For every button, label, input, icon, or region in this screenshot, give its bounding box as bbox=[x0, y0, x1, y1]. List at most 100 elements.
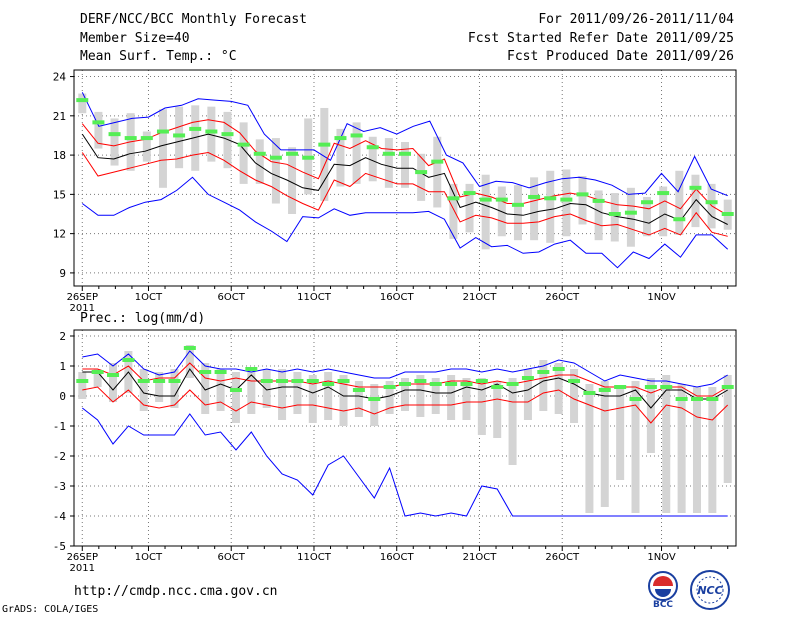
prec-box bbox=[585, 384, 594, 513]
prec-xtick-label: 1NOV bbox=[647, 552, 676, 563]
prec-line-lower bbox=[82, 386, 729, 424]
prec-median bbox=[276, 379, 289, 383]
prec-median bbox=[245, 367, 258, 371]
prec-box bbox=[523, 369, 532, 420]
temp-median bbox=[205, 129, 218, 134]
prec-box bbox=[462, 378, 471, 420]
temp-median bbox=[592, 198, 605, 203]
temp-median bbox=[399, 151, 411, 156]
temp-ytick-label: 9 bbox=[59, 267, 66, 280]
prec-frame bbox=[73, 329, 737, 547]
prec-median bbox=[537, 370, 550, 374]
prec-box bbox=[401, 378, 409, 411]
prec-median bbox=[568, 379, 581, 383]
temp-median bbox=[495, 197, 508, 202]
temp-line-min bbox=[81, 176, 729, 269]
prec-ytick-label: -1 bbox=[53, 420, 66, 433]
prec-box bbox=[600, 381, 609, 507]
prec-median bbox=[475, 379, 488, 383]
temp-median bbox=[76, 98, 89, 103]
prec-median bbox=[445, 382, 458, 386]
prec-median bbox=[153, 379, 166, 383]
prec-box bbox=[631, 381, 640, 513]
temp-median bbox=[124, 136, 137, 141]
temp-median bbox=[140, 136, 153, 141]
prec-ytick-label: -2 bbox=[53, 450, 66, 463]
prec-box bbox=[431, 378, 440, 414]
temp-median bbox=[382, 151, 395, 156]
temp-median bbox=[237, 142, 250, 147]
prec-median bbox=[91, 370, 104, 374]
prec-ytick-label: 2 bbox=[59, 330, 66, 343]
prec-median bbox=[675, 397, 688, 401]
prec-box bbox=[308, 375, 317, 423]
prec-box bbox=[385, 381, 394, 414]
temp-ytick-label: 24 bbox=[53, 71, 67, 84]
prec-median bbox=[598, 388, 611, 392]
prec-box bbox=[570, 369, 579, 423]
temp-median bbox=[269, 155, 282, 160]
temp-box bbox=[578, 176, 587, 225]
prec-median bbox=[460, 382, 473, 386]
temp-box bbox=[288, 147, 297, 214]
prec-box bbox=[170, 369, 179, 408]
temp-xtick-label: 21OCT bbox=[463, 292, 498, 303]
temp-median bbox=[673, 217, 686, 222]
temp-box bbox=[94, 111, 103, 149]
temp-median bbox=[286, 151, 299, 156]
temp-median bbox=[253, 151, 266, 156]
temp-median bbox=[479, 197, 492, 202]
temp-box bbox=[78, 93, 87, 114]
prec-xtick-label: 11OCT bbox=[297, 552, 332, 563]
prec-median bbox=[107, 373, 120, 377]
forecast-period: For 2011/09/26-2011/11/04 bbox=[538, 12, 734, 27]
fcst-produced-date: Fcst Produced Date 2011/09/26 bbox=[507, 49, 734, 64]
prec-box bbox=[723, 375, 732, 483]
temp-box bbox=[368, 136, 377, 182]
prec-box bbox=[662, 375, 671, 513]
source-url[interactable]: http://cmdp.ncc.cma.gov.cn bbox=[74, 584, 278, 599]
prec-box bbox=[370, 384, 379, 426]
prec-median bbox=[137, 379, 150, 383]
prec-median bbox=[76, 379, 89, 383]
prec-median bbox=[306, 379, 319, 383]
temp-frame bbox=[73, 69, 737, 287]
prec-box bbox=[554, 363, 563, 414]
temp-xtick-label: 11OCT bbox=[297, 292, 332, 303]
prec-median bbox=[352, 388, 365, 392]
temp-box bbox=[417, 153, 426, 201]
temp-box bbox=[336, 128, 345, 187]
temp-median bbox=[560, 197, 573, 202]
temp-box bbox=[158, 109, 167, 188]
prec-median bbox=[614, 385, 627, 389]
temp-median bbox=[447, 196, 460, 201]
temp-xtick-label: 16OCT bbox=[380, 292, 415, 303]
prec-median bbox=[429, 382, 442, 386]
prec-box bbox=[646, 378, 655, 453]
prec-box bbox=[78, 372, 87, 399]
temp-line-upper bbox=[81, 119, 728, 216]
prec-median bbox=[168, 379, 181, 383]
prec-xtick-label: 26SEP bbox=[67, 552, 98, 563]
temp-year-label: 2011 bbox=[70, 303, 95, 314]
temp-median bbox=[657, 191, 670, 196]
temp-median bbox=[624, 210, 637, 215]
temp-box bbox=[401, 142, 409, 188]
temp-box bbox=[659, 186, 668, 237]
prec-box bbox=[93, 369, 102, 387]
prec-box bbox=[708, 387, 717, 513]
prec-box bbox=[508, 378, 517, 465]
prec-median bbox=[337, 379, 350, 383]
temp-median bbox=[366, 145, 379, 150]
prec-median bbox=[322, 382, 335, 386]
temp-ytick-label: 15 bbox=[53, 188, 66, 201]
prec-box bbox=[493, 381, 502, 438]
member-size-label: Member Size=40 bbox=[80, 31, 190, 46]
temp-median bbox=[576, 192, 589, 197]
prec-median bbox=[521, 376, 534, 380]
prec-median bbox=[383, 385, 396, 389]
prec-box bbox=[185, 345, 194, 378]
temp-box bbox=[320, 107, 329, 201]
temp-box bbox=[530, 177, 539, 241]
prec-xtick-label: 6OCT bbox=[218, 552, 246, 563]
